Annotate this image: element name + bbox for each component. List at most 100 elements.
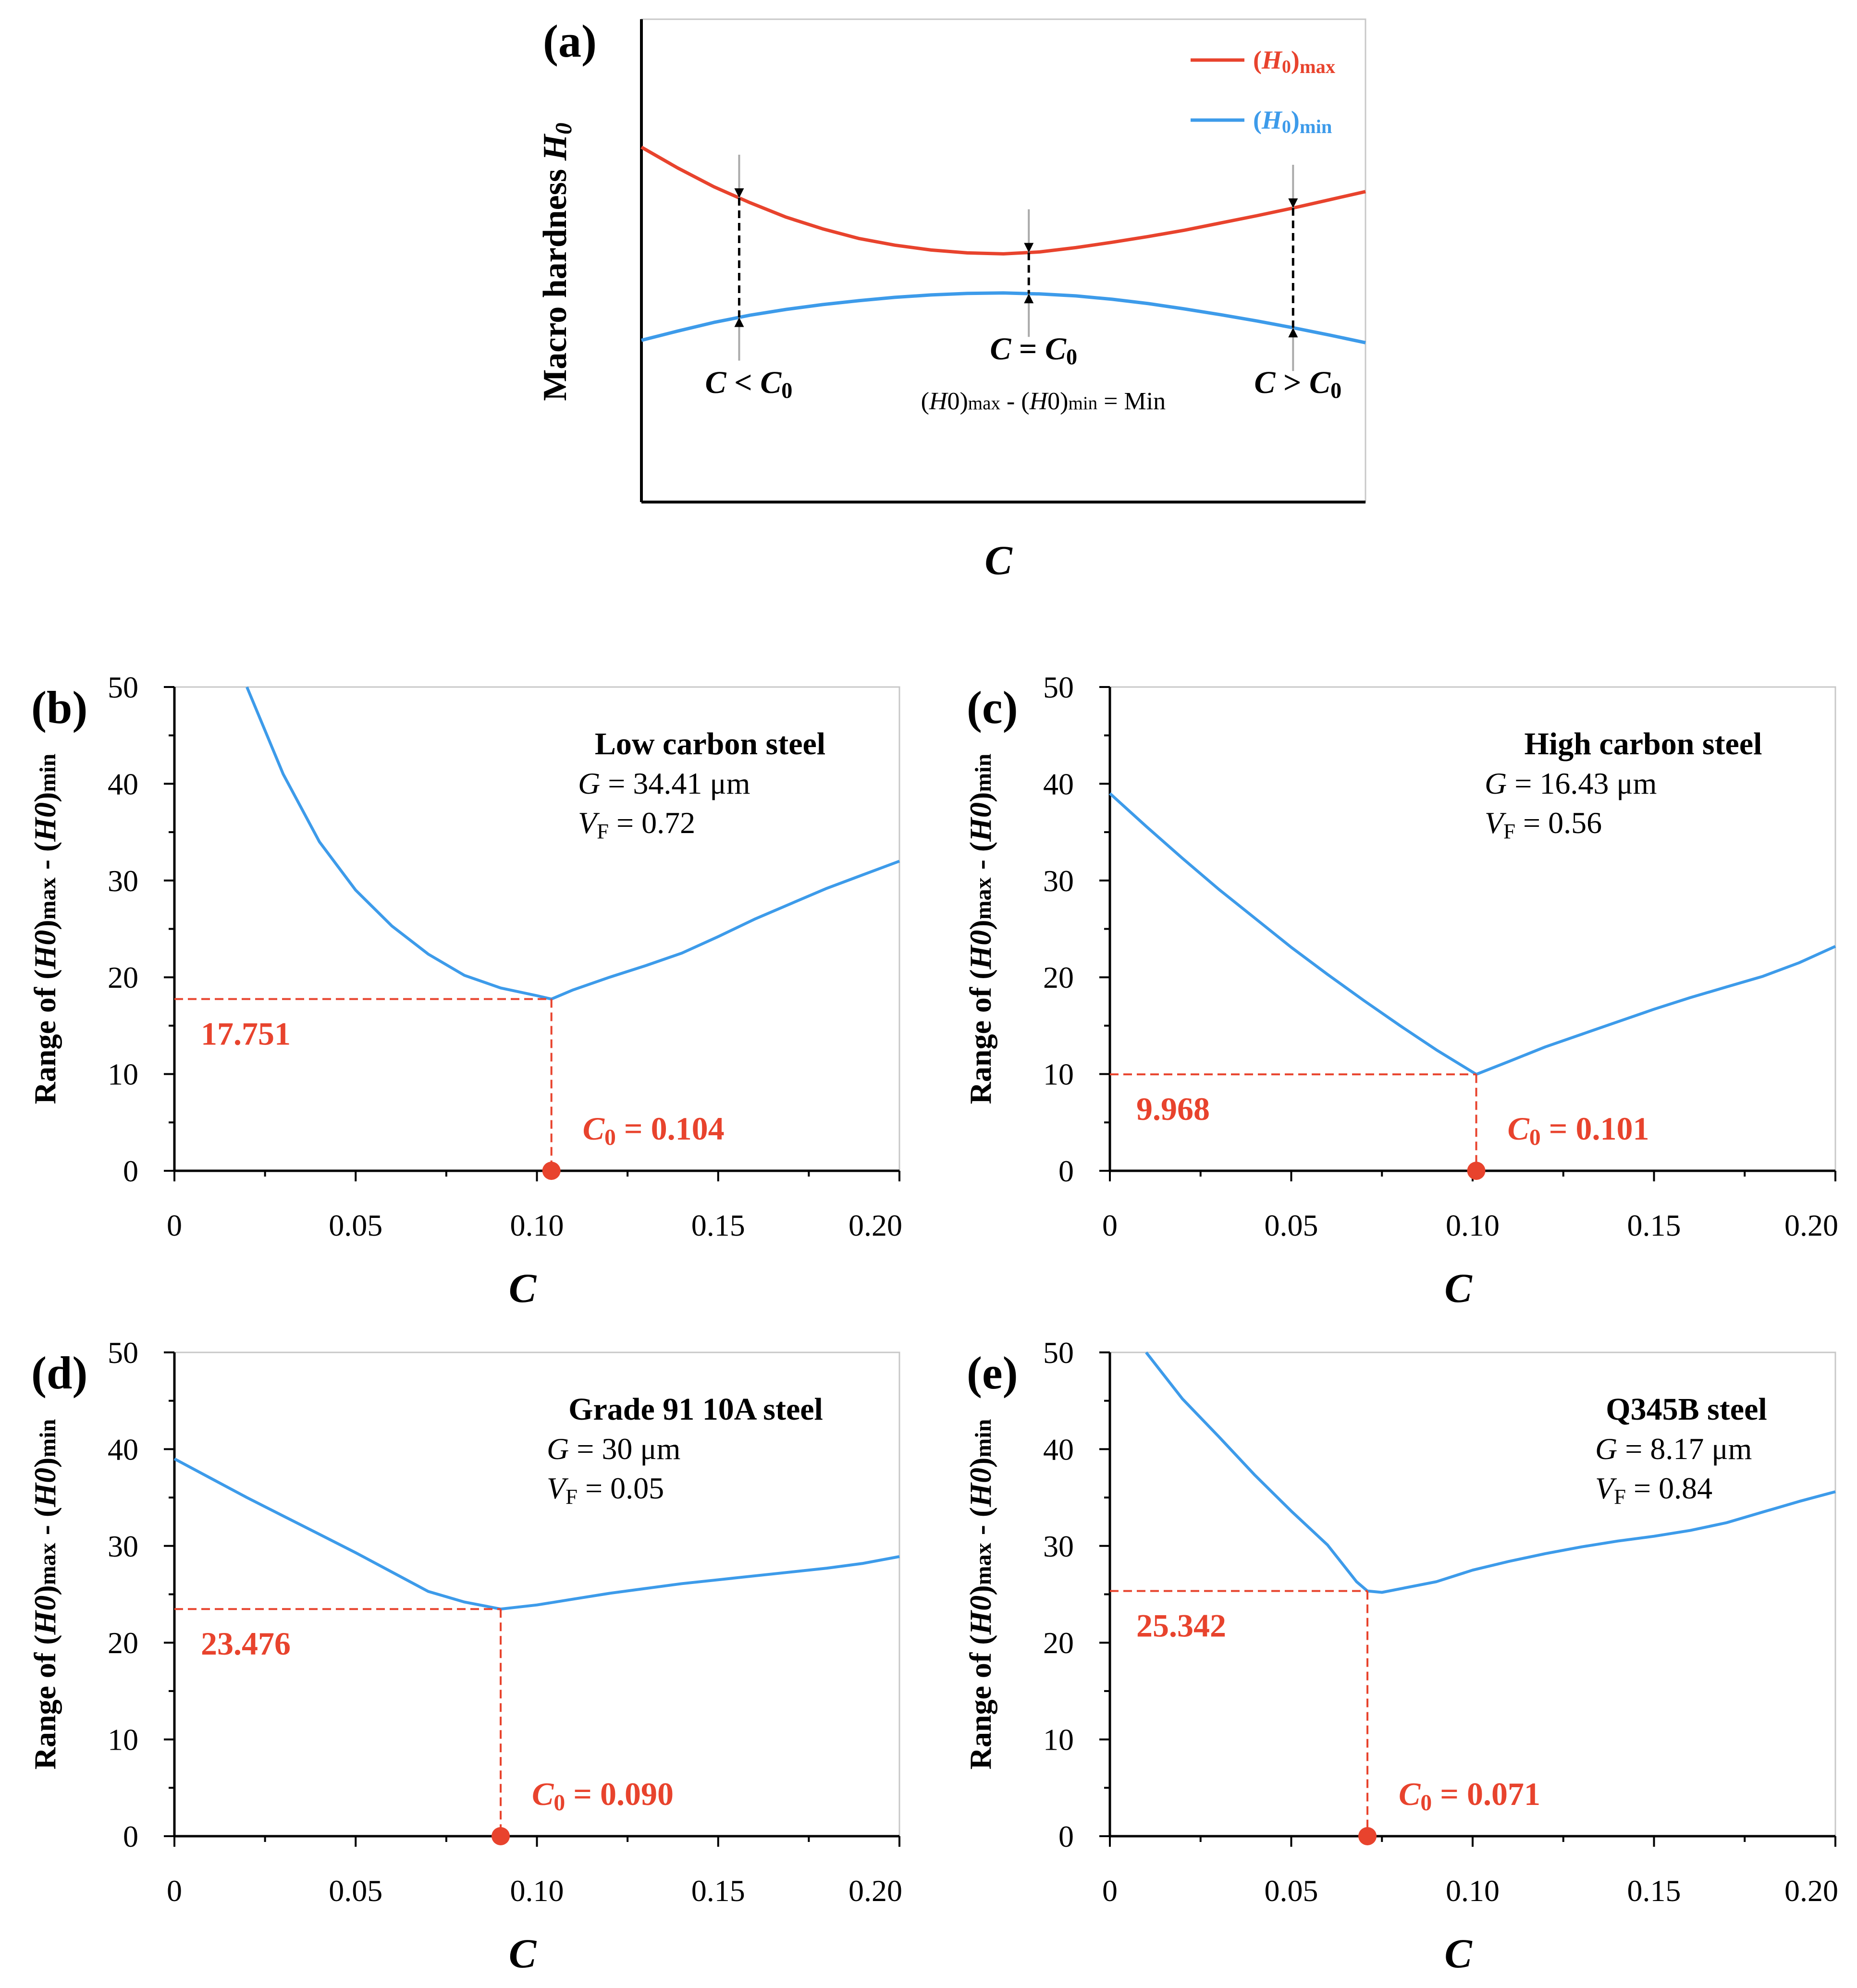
text-part: - ( bbox=[28, 1507, 62, 1543]
text-part: ) bbox=[963, 1458, 997, 1468]
text-part: 0 bbox=[947, 388, 959, 415]
text-part: > bbox=[1275, 365, 1309, 400]
text-part: 0 bbox=[28, 1468, 62, 1483]
x-tick-label: 0.15 bbox=[691, 1874, 745, 1908]
text-part: 0 bbox=[28, 930, 62, 945]
text-part: 0 bbox=[1047, 388, 1060, 415]
y-tick-label: 40 bbox=[1043, 1432, 1074, 1466]
text-part: = 0.56 bbox=[1515, 806, 1602, 840]
text-part: max bbox=[971, 1543, 996, 1585]
series-line bbox=[173, 1457, 900, 1611]
text-part: min bbox=[1068, 393, 1097, 414]
marker-label: C = C0 bbox=[990, 331, 1077, 369]
y-tick-label: 10 bbox=[1043, 1057, 1074, 1092]
y-axis-label: Range of (H0)max - (H0)min bbox=[28, 1419, 62, 1770]
text-part: - ( bbox=[28, 842, 62, 878]
marker-label: C > C0 bbox=[1254, 365, 1341, 403]
panel-label: (d) bbox=[31, 1347, 87, 1399]
text-part: Range of ( bbox=[28, 969, 62, 1104]
x-tick-label: 0.20 bbox=[849, 1208, 902, 1242]
material-title: Grade 91 10A steel bbox=[568, 1392, 823, 1427]
text-part: 0 bbox=[550, 123, 577, 135]
text-part: max bbox=[971, 877, 996, 920]
y-tick-label: 10 bbox=[108, 1057, 138, 1092]
text-part: = 0.05 bbox=[578, 1471, 664, 1505]
min-value-label: 9.968 bbox=[1136, 1091, 1210, 1127]
text-part: Range of ( bbox=[963, 969, 997, 1104]
text-part: ( bbox=[1253, 106, 1262, 135]
text-part: H bbox=[929, 388, 948, 415]
text-part: H bbox=[1261, 46, 1283, 74]
y-tick-label: 30 bbox=[108, 864, 138, 898]
y-tick-label: 40 bbox=[1043, 767, 1074, 801]
x-tick-label: 0.10 bbox=[510, 1874, 564, 1908]
text-part: = 0.104 bbox=[616, 1110, 725, 1147]
text-part: 0 bbox=[963, 1595, 997, 1611]
text-part: F bbox=[566, 1485, 578, 1509]
x-tick-label: 0 bbox=[167, 1208, 182, 1242]
text-part: 0 bbox=[963, 1468, 997, 1483]
text-part: ) bbox=[28, 920, 62, 930]
y-axis-label: Range of (H0)max - (H0)min bbox=[28, 754, 62, 1104]
x-tick-label: 0.15 bbox=[1627, 1208, 1681, 1242]
text-part: 0 bbox=[963, 802, 997, 818]
text-part: H bbox=[28, 1482, 62, 1508]
grain-size: G = 34.41 μm bbox=[578, 766, 750, 800]
text-part: 0 bbox=[1529, 1125, 1541, 1150]
panel-label: (c) bbox=[967, 682, 1018, 733]
text-part: ) bbox=[28, 1585, 62, 1595]
text-part: C bbox=[1444, 1930, 1473, 1976]
c0-label: C0 = 0.104 bbox=[583, 1110, 725, 1150]
text-part: = 8.17 μm bbox=[1617, 1432, 1752, 1466]
min-value-label: 17.751 bbox=[201, 1015, 291, 1052]
text-part: C bbox=[1254, 365, 1276, 400]
text-part: - ( bbox=[963, 842, 997, 878]
text-part: 0 bbox=[781, 378, 792, 403]
x-tick-label: 0.10 bbox=[1446, 1874, 1500, 1908]
y-axis-label: Range of (H0)max - (H0)min bbox=[963, 754, 997, 1104]
text-part: < bbox=[726, 365, 761, 400]
text-part: Macro hardness bbox=[537, 160, 574, 401]
text-part: G bbox=[1485, 766, 1507, 800]
y-tick-label: 20 bbox=[1043, 960, 1074, 994]
x-tick-label: 0.15 bbox=[691, 1208, 745, 1242]
text-part: C bbox=[760, 365, 782, 400]
x-tick-label: 0.10 bbox=[510, 1208, 564, 1242]
y-tick-label: 0 bbox=[123, 1819, 138, 1853]
min-value-label: 25.342 bbox=[1136, 1608, 1226, 1644]
y-tick-label: 0 bbox=[123, 1154, 138, 1188]
text-part: 0 bbox=[963, 930, 997, 945]
text-part: ) bbox=[959, 388, 968, 415]
text-part: ) bbox=[963, 792, 997, 802]
text-part: 0 bbox=[1330, 378, 1341, 403]
x-tick-label: 0.05 bbox=[329, 1208, 382, 1242]
c0-label: C0 = 0.101 bbox=[1508, 1110, 1649, 1150]
legend-label-min: (H0)min bbox=[1253, 106, 1332, 137]
x-tick-label: 0 bbox=[167, 1874, 182, 1908]
text-part: V bbox=[547, 1471, 569, 1505]
text-part: C bbox=[1508, 1110, 1530, 1147]
text-part: min bbox=[1300, 116, 1332, 137]
legend-label-max: (H0)max bbox=[1253, 46, 1336, 77]
series-line bbox=[1108, 792, 1836, 1076]
text-part: H bbox=[28, 944, 62, 969]
text-part: max bbox=[968, 393, 1001, 414]
text-part: C bbox=[1309, 365, 1331, 400]
y-tick-label: 20 bbox=[1043, 1626, 1074, 1660]
text-part: = 0.071 bbox=[1432, 1776, 1540, 1812]
text-part: (a) bbox=[543, 15, 597, 67]
text-part: - ( bbox=[1000, 388, 1030, 415]
c0-label: C0 = 0.071 bbox=[1399, 1776, 1540, 1816]
text-part: 0 bbox=[28, 1595, 62, 1611]
y-tick-label: 30 bbox=[108, 1529, 138, 1563]
text-part: C bbox=[509, 1930, 537, 1976]
text-part: H bbox=[1261, 106, 1283, 135]
text-part: G bbox=[578, 766, 600, 800]
text-part: H bbox=[963, 1482, 997, 1508]
text-part: max bbox=[35, 877, 61, 920]
text-part: min bbox=[35, 1419, 61, 1458]
min-value-label: 23.476 bbox=[201, 1625, 291, 1662]
